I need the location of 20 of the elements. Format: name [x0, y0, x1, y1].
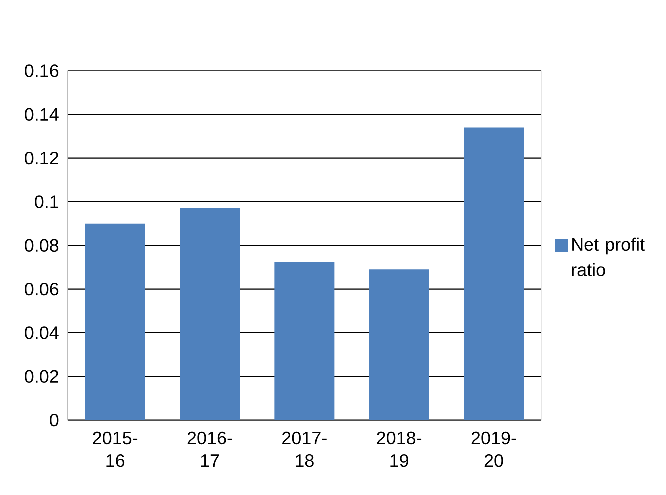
- y-tick-label: 0: [50, 414, 59, 427]
- bar: [274, 262, 335, 420]
- bar: [85, 224, 146, 420]
- x-tick-label: 2016-17: [188, 432, 232, 468]
- y-tick-label: 0.12: [25, 152, 58, 165]
- x-tick-label: 2017-18: [282, 432, 327, 468]
- x-tick-label: 2015-16: [93, 432, 138, 468]
- y-tick-label: 0.04: [25, 326, 59, 340]
- bar: [180, 208, 240, 420]
- y-tick-label: 0.06: [25, 282, 59, 296]
- bar: [369, 270, 430, 420]
- x-tick-label: 2018-19: [377, 432, 422, 468]
- y-tick-label: 0.08: [25, 239, 59, 252]
- y-tick-label: 0.1: [35, 196, 59, 208]
- y-tick-label: 0.14: [25, 108, 59, 122]
- y-tick-label: 0.16: [25, 64, 59, 78]
- legend-label: Net profit ratio: [572, 238, 645, 276]
- y-tick-label: 0.02: [25, 370, 58, 384]
- x-tick-label: 2019-20: [472, 432, 516, 468]
- bar: [464, 128, 524, 420]
